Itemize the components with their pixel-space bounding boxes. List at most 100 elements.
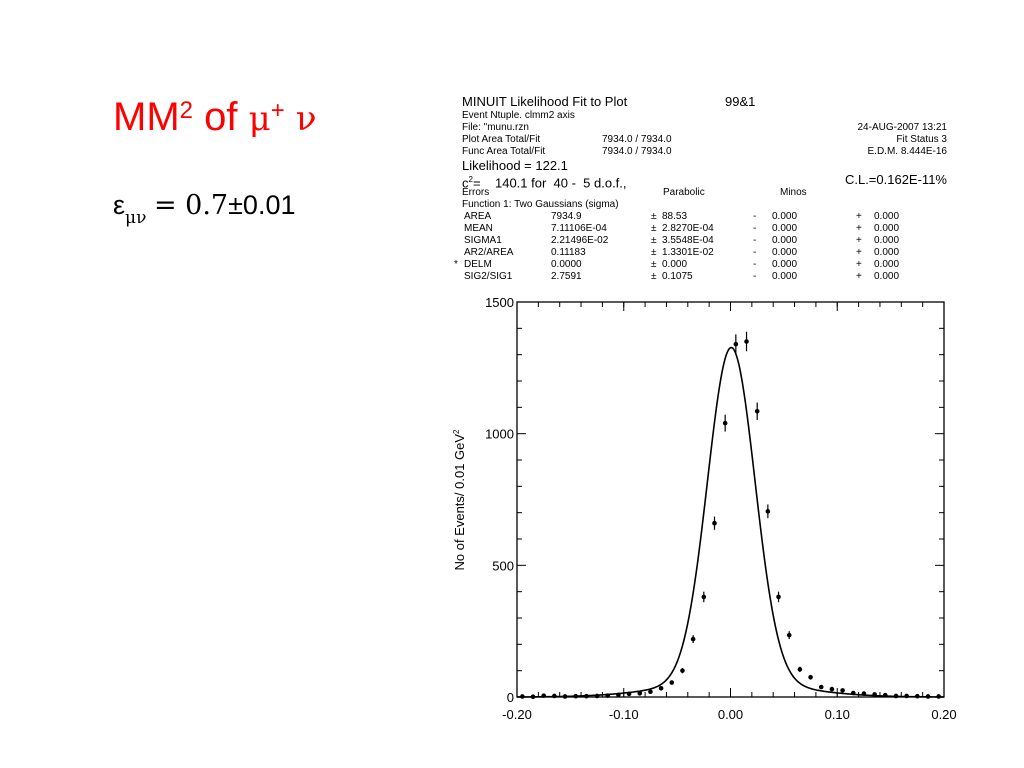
param-row: AREA 7934.9 ±88.53 - 0.000 +0.000 [462,211,952,223]
param-mneg: 0.000 [772,223,798,234]
data-point [925,694,931,699]
title-sup: 2 [179,97,193,124]
param-pm: ± [651,235,657,246]
data-point [904,693,909,699]
chi2-text: = 140.1 for 40 - 5 d.o.f., [472,175,627,191]
plot-area-value: 7934.0 / 7934.0 [602,134,672,145]
data-point [744,339,749,344]
data-point [562,694,568,699]
y-tick-label: 1500 [485,295,514,310]
title-of: of [193,95,249,139]
param-minus: - [753,211,757,222]
chi2-symbol: c [462,175,469,191]
param-pm: ± [651,211,657,222]
data-point [936,694,941,699]
param-mpos: 0.000 [874,259,900,270]
param-row: AR2/AREA 0.11183 ±1.3301E-02 - 0.000 +0.000 [462,247,952,259]
param-name: AR2/AREA [464,247,514,258]
data-point [584,693,589,699]
data-point [840,688,845,693]
param-err: 1.3301E-02 [662,247,714,258]
param-name: AREA [464,211,492,222]
chi2-sup: 2 [468,175,473,184]
data-point [594,693,600,699]
param-mpos: 0.000 [874,235,900,246]
param-name: MEAN [464,223,493,234]
param-value: 2.21496E-02 [551,235,609,246]
param-plus: + [856,235,862,246]
data-point [669,680,675,685]
fit-status: Fit Status 3 [896,134,947,145]
data-point [818,684,824,690]
func-area-value: 7934.0 / 7934.0 [602,146,672,157]
y-tick-label: 1000 [485,427,514,442]
data-point [701,594,707,600]
data-point [776,594,781,600]
param-mpos: 0.000 [874,223,900,234]
param-pm: ± [651,247,657,258]
param-value: 2.7591 [551,271,582,282]
data-point [915,693,920,699]
data-point [861,691,867,696]
param-mpos: 0.000 [874,247,900,258]
data-point [637,691,643,696]
param-name: DELM [464,259,492,270]
param-row: * DELM 0.0000 ±0.000 - 0.000 +0.000 [454,259,952,271]
eff-sub: μν [125,208,147,228]
data-point [712,520,717,526]
data-point [786,632,792,638]
cl-value: C.L.=0.162E-11% [844,172,947,187]
param-err: 0.000 [662,259,688,270]
data-point [552,693,557,699]
data-point [626,691,632,697]
param-minus: - [753,223,757,234]
eff-eq: = 0.7 [153,190,229,221]
param-table: AREA 7934.9 ±88.53 - 0.000 +0.000 MEAN 7.11106E… [454,211,952,283]
param-pm: ± [651,259,657,270]
func-area-label: Func Area Total/Fit [462,146,546,157]
data-point [850,690,856,696]
param-plus: + [856,211,862,222]
data-point [520,694,525,699]
eff-symbol: ε [113,190,126,220]
fit-title: MINUIT Likelihood Fit to Plot [462,94,628,109]
parabolic-header: Parabolic [663,187,705,198]
param-err: 88.53 [662,211,688,222]
data-point [882,692,888,698]
data-point [722,420,728,426]
data-point [530,694,536,700]
param-err: 2.8270E-04 [662,223,714,234]
data-point [690,636,696,642]
x-tick-label: -0.20 [502,707,532,722]
data-point [680,668,685,673]
data-point [797,667,803,672]
param-mneg: 0.000 [772,235,798,246]
param-err: 3.5548E-04 [662,235,714,246]
edm-value: E.D.M. 8.444E-16 [867,146,947,157]
y-tick-label: 500 [492,558,514,573]
param-name: SIG2/SIG1 [464,271,513,282]
ntuple-label: Event Ntuple. clmm2 axis [462,110,575,121]
param-mneg: 0.000 [772,259,798,270]
data-point [765,509,771,514]
param-plus: + [856,247,862,258]
param-name: SIGMA1 [464,235,502,246]
errors-header: Errors [462,187,490,198]
x-tick-label: 0.10 [825,707,850,722]
param-plus: + [856,271,862,282]
param-row: SIG2/SIG1 2.7591 ±0.1075 - 0.000 +0.000 [462,271,952,283]
title-plus: + [270,97,285,124]
param-plus: + [856,223,862,234]
slide-title: MM2 of μ+ ν [113,95,317,140]
fit-curve [517,346,945,698]
data-point [573,693,579,699]
data-point [829,686,835,692]
function-label: Function 1: Two Gaussians (sigma) [462,199,619,210]
param-minus: - [753,235,757,246]
data-point [872,692,877,697]
title-main: MM [113,95,180,139]
param-minus: - [753,259,757,270]
fit-stats-box: MINUIT Likelihood Fit to Plot 99&1 Event… [454,94,952,283]
param-pm: ± [651,271,657,282]
eff-err: ±0.01 [228,190,296,220]
